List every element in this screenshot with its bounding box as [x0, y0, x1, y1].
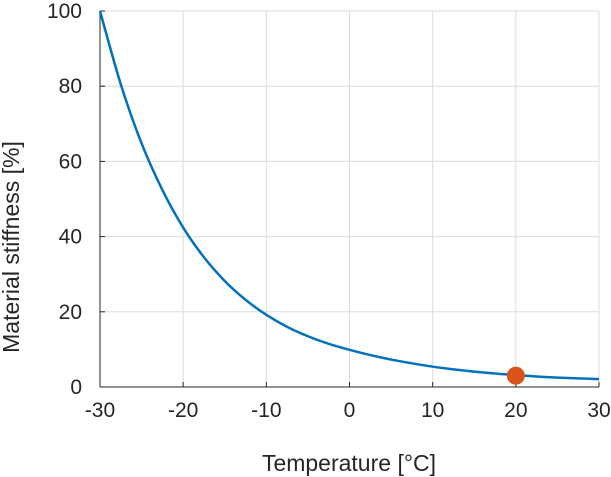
- x-tick-label: 0: [344, 399, 356, 422]
- x-tick-label: 20: [504, 399, 527, 422]
- y-tick-label: 40: [59, 226, 82, 249]
- x-tick-label: -20: [168, 399, 198, 422]
- y-tick-label: 80: [59, 75, 82, 98]
- grid-lines: [99, 10, 600, 388]
- y-tick-label: 20: [59, 301, 82, 324]
- x-tick-label: -10: [251, 399, 281, 422]
- tick-labels: -30 -20 -10 0 10 20 30 0 20 40 60 80 100: [47, 0, 611, 422]
- x-axis-label: Temperature [°C]: [262, 450, 436, 476]
- y-tick-label: 60: [59, 150, 82, 173]
- x-tick-label: 30: [587, 399, 610, 422]
- y-axis-label: Material stiffness [%]: [0, 141, 24, 353]
- y-tick-label: 100: [47, 0, 82, 23]
- x-tick-label: 10: [421, 399, 444, 422]
- marker-layer: [506, 366, 525, 385]
- y-tick-label: 0: [70, 376, 82, 399]
- x-tick-label: -30: [85, 399, 115, 422]
- axes: [99, 10, 600, 388]
- highlight-point: [506, 366, 525, 385]
